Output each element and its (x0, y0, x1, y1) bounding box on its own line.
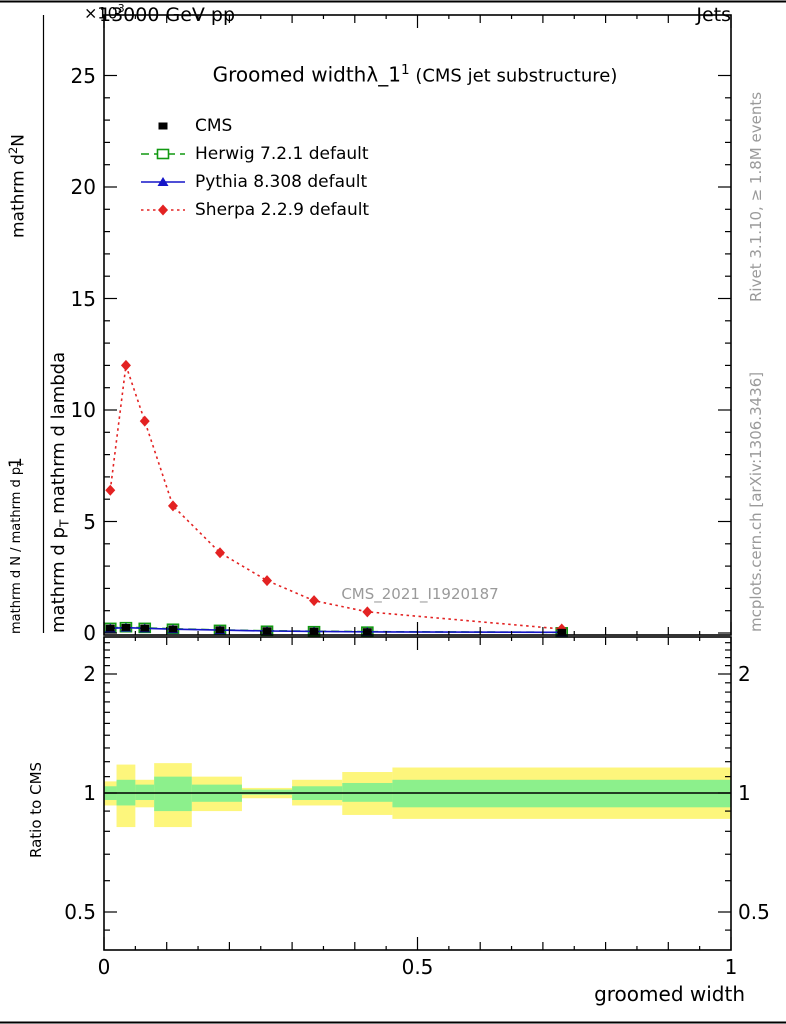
ylabel-norm-sub: T (16, 461, 27, 467)
cms-marker (557, 628, 567, 636)
cms-marker (140, 624, 150, 632)
tick-label: 25 (70, 63, 96, 88)
legend-row-pythia: Pythia 8.308 default (140, 168, 369, 196)
cms-marker (362, 628, 372, 636)
legend-row-cms: CMS (140, 112, 369, 140)
main-panel-frame (103, 14, 732, 636)
cms-marker (105, 624, 115, 632)
tick-label: 0 (83, 621, 96, 645)
y-axis-label-numerator: mathrm d2N (6, 134, 29, 238)
sherpa-marker (262, 575, 273, 587)
jets-label: Jets (696, 4, 731, 26)
ratio-band-stat (154, 776, 192, 812)
legend-marker (158, 204, 168, 216)
title-lambda: λ_1 (366, 62, 401, 87)
legend-row-sherpa: Sherpa 2.2.9 default (140, 196, 369, 224)
legend-label: Herwig 7.2.1 default (195, 144, 369, 164)
plot-title: Groomed widthλ_11 (CMS jet substructure) (150, 62, 680, 87)
legend-marker (158, 122, 168, 130)
ratio-panel-frame (103, 636, 732, 951)
tick-label: 2 (83, 662, 96, 686)
tick-label: 20 (70, 175, 96, 199)
y-axis-label-norm: mathrm d N / mathrm d pT (9, 461, 27, 634)
ylabel-den-rest: mathrm d lambda (48, 351, 69, 520)
legend-row-herwig: Herwig 7.2.1 default (140, 140, 369, 168)
cms-marker (309, 627, 319, 635)
y-axis-label-denominator: mathrm d pT mathrm d lambda (48, 352, 72, 633)
tick-label: 15 (70, 286, 96, 311)
ylabel-num-n: N (8, 134, 29, 147)
legend-marker (157, 177, 169, 186)
legend-swatch (141, 177, 185, 186)
beam-energy-label: 13000 GeV pp (99, 4, 236, 26)
tick-label: 2 (738, 662, 751, 686)
cms-marker (215, 626, 225, 634)
title-superscript: 1 (400, 62, 410, 78)
title-main: Groomed width (212, 62, 367, 87)
legend-label: CMS (195, 116, 233, 136)
sherpa-marker (120, 359, 131, 371)
sherpa-line (109, 365, 562, 630)
tick-label: 1 (738, 781, 751, 805)
multiplier-exponent: 3 (117, 2, 125, 15)
x-axis-title: groomed width (594, 982, 745, 1006)
ratio-axis-label: Ratio to CMS (27, 761, 45, 858)
sherpa-marker (309, 595, 320, 607)
cms-marker (262, 627, 272, 635)
sherpa-marker (167, 500, 178, 512)
ylabel-num-sup: 2 (6, 146, 20, 155)
y-axis-multiplier: ×103 (84, 2, 125, 22)
mcplots-note: mcplots.cern.ch [arXiv:1306.3436] (747, 371, 765, 632)
tick-label: 1 (83, 781, 96, 805)
rivet-version-note: Rivet 3.1.10, ≥ 1.8M events (747, 91, 765, 302)
legend-marker (156, 148, 170, 160)
tick-label: 0.5 (738, 900, 770, 924)
tick-label: 0.5 (401, 955, 434, 979)
sherpa-marker (214, 547, 225, 559)
legend-swatch (158, 122, 168, 130)
tick-label: 0.5 (64, 900, 96, 924)
tick-label: 5 (83, 509, 96, 534)
ratio-band-stat (241, 789, 293, 795)
ylabel-den-p: mathrm d p (48, 527, 69, 633)
legend-label: Pythia 8.308 default (195, 172, 368, 192)
sherpa-marker (362, 606, 373, 618)
cms-marker (168, 625, 178, 633)
title-subtitle: (CMS jet substructure) (409, 65, 618, 87)
cms-marker (121, 623, 131, 631)
multiplier-base: ×10 (84, 3, 118, 23)
ylabel-num-d: mathrm d (8, 154, 29, 238)
legend-swatch (141, 204, 185, 216)
tick-label: 1 (724, 955, 738, 979)
tick-label: 10 (70, 398, 96, 422)
legend-swatch (141, 148, 185, 160)
analysis-watermark: CMS_2021_I1920187 (341, 585, 499, 603)
sherpa-marker (105, 484, 116, 496)
legend-label: Sherpa 2.2.9 default (195, 200, 370, 220)
legend: CMS Herwig 7.2.1 default Pythia 8.308 defa… (140, 112, 369, 224)
ylabel-norm-text: mathrm d N / mathrm d p (9, 466, 24, 634)
sherpa-marker (139, 415, 150, 427)
tick-label: 0 (97, 955, 111, 979)
